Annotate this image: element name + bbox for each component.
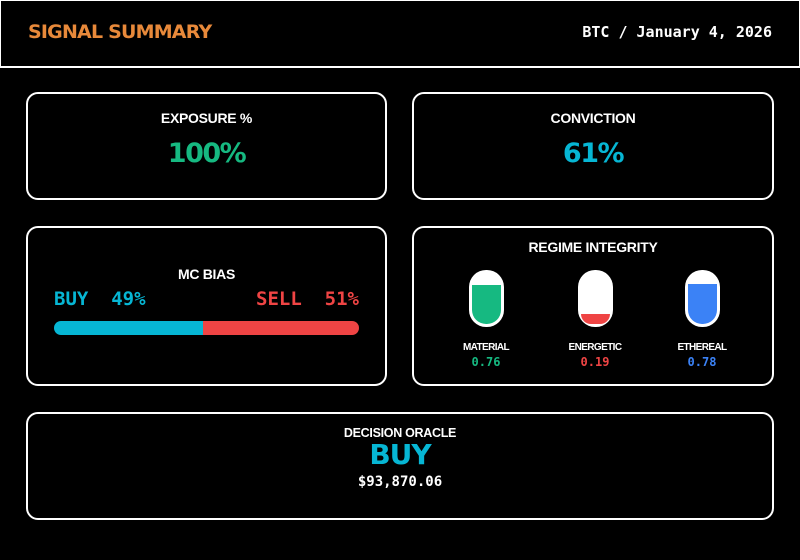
conviction-card: CONVICTION 61% bbox=[412, 92, 774, 200]
regime-value: 0.78 bbox=[687, 355, 717, 369]
buy-segment bbox=[54, 321, 204, 335]
regime-name: ENERGETIC bbox=[568, 342, 623, 353]
bias-labels: BUY 49% SELL 51% bbox=[54, 288, 359, 312]
capsule-fill bbox=[471, 285, 501, 324]
conviction-label: CONVICTION bbox=[550, 110, 636, 126]
page-title: SIGNAL SUMMARY bbox=[28, 21, 212, 43]
capsule-gauge-icon bbox=[684, 270, 720, 327]
header-bar: SIGNAL SUMMARY BTC / January 4, 2026 bbox=[0, 0, 800, 68]
regime-name: MATERIAL bbox=[462, 342, 510, 353]
bias-progress-bar bbox=[54, 321, 359, 335]
regime-value: 0.19 bbox=[580, 355, 610, 369]
conviction-value: 61% bbox=[562, 138, 625, 169]
exposure-label: EXPOSURE % bbox=[160, 110, 253, 126]
sell-segment bbox=[203, 321, 359, 335]
oracle-signal: BUY bbox=[369, 438, 431, 471]
regime-item-energetic: ENERGETIC 0.19 bbox=[545, 270, 645, 369]
capsule-fill bbox=[580, 314, 610, 324]
capsule-gauge-icon bbox=[468, 270, 504, 327]
regime-name: ETHEREAL bbox=[677, 342, 727, 353]
oracle-price: $93,870.06 bbox=[357, 474, 443, 490]
asset-date-label: BTC / January 4, 2026 bbox=[582, 23, 772, 41]
decision-oracle-card: DECISION ORACLE BUY $93,870.06 bbox=[26, 412, 774, 520]
mc-bias-card: MC BIAS BUY 49% SELL 51% bbox=[26, 226, 387, 386]
regime-item-ethereal: ETHEREAL 0.78 bbox=[652, 270, 752, 369]
capsule-gauge-icon bbox=[577, 270, 613, 327]
exposure-value: 100% bbox=[167, 138, 247, 169]
capsule-fill bbox=[687, 284, 717, 324]
regime-label: REGIME INTEGRITY bbox=[528, 239, 658, 255]
oracle-label: DECISION ORACLE bbox=[343, 426, 457, 440]
regime-item-material: MATERIAL 0.76 bbox=[436, 270, 536, 369]
exposure-card: EXPOSURE % 100% bbox=[26, 92, 387, 200]
sell-percentage: SELL 51% bbox=[256, 288, 359, 310]
mc-bias-label: MC BIAS bbox=[177, 266, 235, 282]
regime-value: 0.76 bbox=[471, 355, 501, 369]
regime-integrity-card: REGIME INTEGRITY MATERIAL 0.76 ENERGETIC… bbox=[412, 226, 774, 386]
buy-percentage: BUY 49% bbox=[54, 288, 146, 310]
